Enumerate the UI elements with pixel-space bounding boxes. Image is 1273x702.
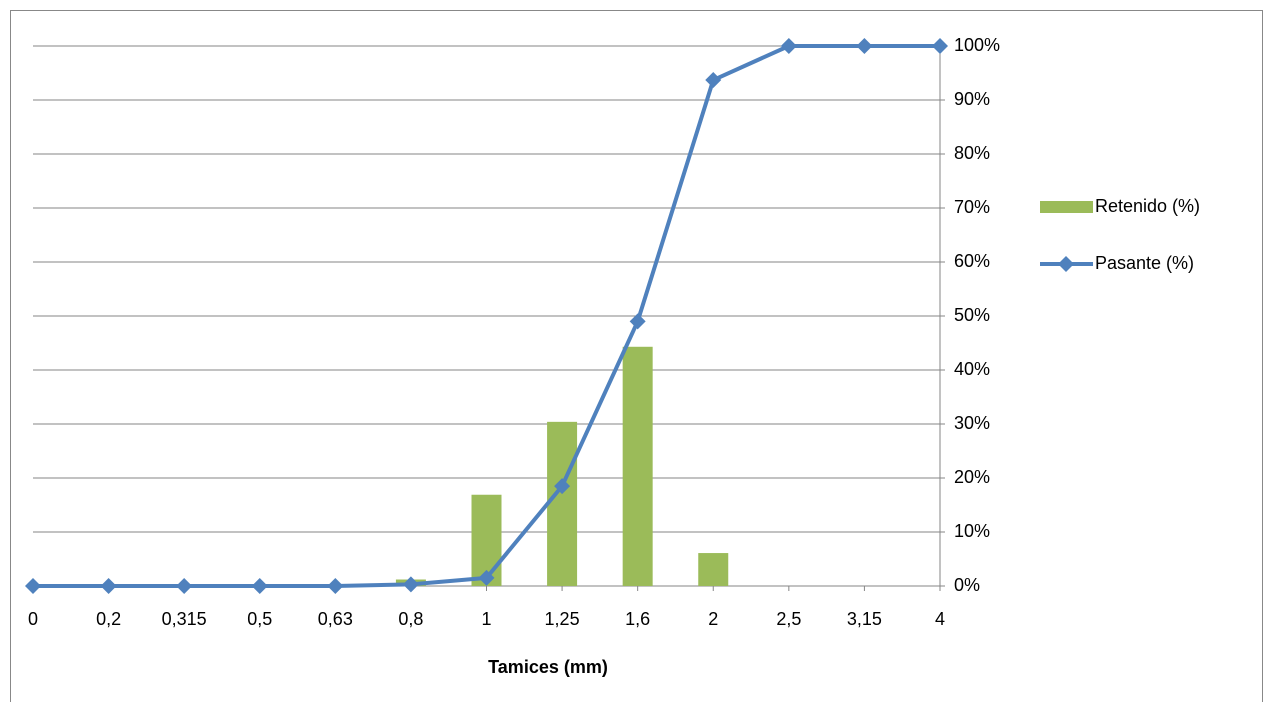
line-marker [554,478,571,495]
y-tick-label: 30% [954,413,990,433]
legend-label: Pasante (%) [1095,253,1194,273]
line-marker [25,578,41,594]
legend-swatch [1040,201,1093,213]
legend-label: Retenido (%) [1095,196,1200,216]
y-tick-label: 80% [954,143,990,163]
line-marker [402,576,419,593]
x-tick-label: 2 [708,609,718,629]
x-tick-label: 1 [481,609,491,629]
legend-marker [1058,256,1074,272]
x-tick-label: 1,25 [545,609,580,629]
y-tick-label: 70% [954,197,990,217]
line-marker [478,569,495,586]
y-tick-label: 20% [954,467,990,487]
y-tick-label: 10% [954,521,990,541]
line-marker [780,38,797,54]
y-tick-label: 100% [954,35,1000,55]
y-tick-label: 60% [954,251,990,271]
line-marker [251,578,268,594]
line-marker [327,578,344,594]
bar [547,421,578,586]
x-tick-label: 4 [935,609,945,629]
x-tick-label: 2,5 [776,609,801,629]
x-tick-label: 1,6 [625,609,650,629]
line-marker [100,578,117,594]
bar [698,553,729,586]
x-tick-label: 0 [28,609,38,629]
x-tick-label: 0,2 [96,609,121,629]
line-marker [932,38,948,54]
line-marker [176,578,193,594]
line-marker [629,313,646,330]
bar [622,346,653,586]
x-tick-label: 0,63 [318,609,353,629]
x-tick-label: 3,15 [847,609,882,629]
y-tick-label: 90% [954,89,990,109]
x-tick-label: 0,5 [247,609,272,629]
y-tick-label: 0% [954,575,980,595]
y-tick-label: 40% [954,359,990,379]
x-tick-label: 0,8 [398,609,423,629]
x-axis-title: Tamices (mm) [488,657,608,677]
line-marker [856,38,873,54]
line-marker [705,72,722,89]
x-tick-label: 0,315 [162,609,207,629]
y-tick-label: 50% [954,305,990,325]
